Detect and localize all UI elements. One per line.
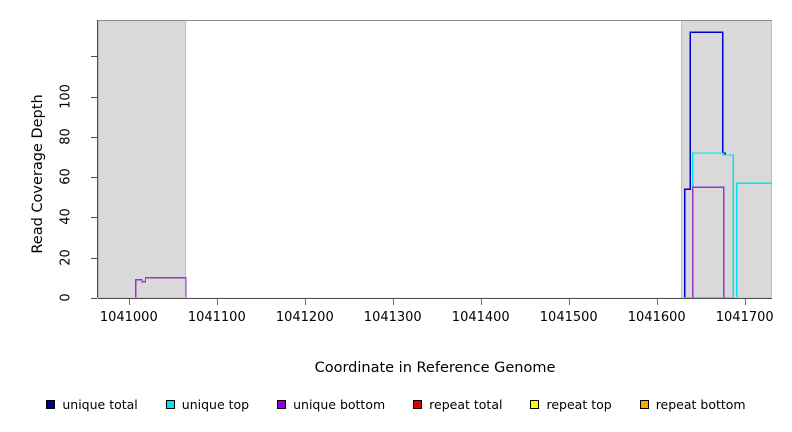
legend-label: unique bottom	[293, 397, 386, 412]
legend-swatch-icon	[46, 400, 56, 409]
x-tick-1041200	[304, 299, 306, 305]
x-axis-title: Coordinate in Reference Genome	[314, 360, 556, 376]
legend-item-unique-total[interactable]: unique total	[46, 397, 138, 412]
x-axis-line	[98, 298, 772, 299]
x-tick-label-1041000: 1041000	[99, 310, 158, 325]
chart-legend: unique total unique top unique bottom repea…	[0, 397, 792, 412]
series-unique-bottom	[98, 186, 772, 298]
x-tick-label-1041500: 1041500	[539, 310, 598, 325]
y-tick-label-0: 0	[58, 293, 74, 302]
repeat-region-left	[98, 20, 186, 298]
y-tick-20	[91, 257, 97, 259]
y-tick-100	[91, 96, 97, 98]
y-tick-label-20: 20	[58, 248, 74, 266]
x-tick-label-1041400: 1041400	[451, 310, 510, 325]
y-tick-60	[91, 177, 97, 179]
x-tick-label-1041600: 1041600	[627, 310, 686, 325]
repeat-region-right	[681, 20, 772, 298]
legend-swatch-icon	[639, 400, 649, 409]
legend-item-unique-top[interactable]: unique top	[165, 397, 250, 412]
y-tick-label-100: 100	[58, 83, 74, 109]
legend-label: unique top	[181, 397, 250, 412]
x-tick-label-1041700: 1041700	[715, 310, 774, 325]
y-axis-title: Read Coverage Depth	[30, 94, 46, 254]
legend-swatch-icon	[165, 400, 175, 409]
x-tick-1041600	[656, 299, 658, 305]
legend-item-unique-bottom[interactable]: unique bottom	[277, 397, 385, 412]
x-tick-label-1041200: 1041200	[275, 310, 334, 325]
legend-item-repeat-total[interactable]: repeat total	[413, 397, 502, 412]
x-tick-label-1041100: 1041100	[187, 310, 246, 325]
x-tick-label-1041300: 1041300	[363, 310, 422, 325]
legend-swatch-icon	[530, 400, 540, 409]
y-tick-label-80: 80	[58, 128, 74, 145]
legend-swatch-icon	[277, 400, 287, 409]
series-lines	[98, 31, 772, 298]
y-axis-line	[97, 20, 98, 298]
x-tick-1041000	[128, 299, 130, 305]
legend-item-repeat-bottom[interactable]: repeat bottom	[639, 397, 746, 412]
x-tick-1041300	[392, 299, 394, 305]
plot-area	[98, 20, 772, 298]
x-tick-1041500	[568, 299, 570, 305]
legend-label: repeat total	[429, 397, 503, 412]
series-unique-top	[98, 152, 772, 298]
series-unique-total	[98, 31, 772, 298]
x-tick-1041700	[744, 299, 746, 305]
x-tick-1041100	[216, 299, 218, 305]
legend-item-repeat-top[interactable]: repeat top	[530, 397, 612, 412]
legend-label: repeat bottom	[655, 397, 746, 412]
y-tick-40	[91, 217, 97, 219]
x-tick-1041400	[480, 299, 482, 305]
y-tick-80	[91, 136, 97, 138]
y-tick-120	[91, 56, 97, 58]
y-tick-0	[91, 298, 97, 299]
legend-swatch-icon	[413, 400, 423, 409]
legend-label: unique total	[62, 397, 138, 412]
legend-label: repeat top	[546, 397, 612, 412]
y-tick-label-60: 60	[58, 168, 74, 185]
y-tick-label-40: 40	[58, 208, 74, 226]
